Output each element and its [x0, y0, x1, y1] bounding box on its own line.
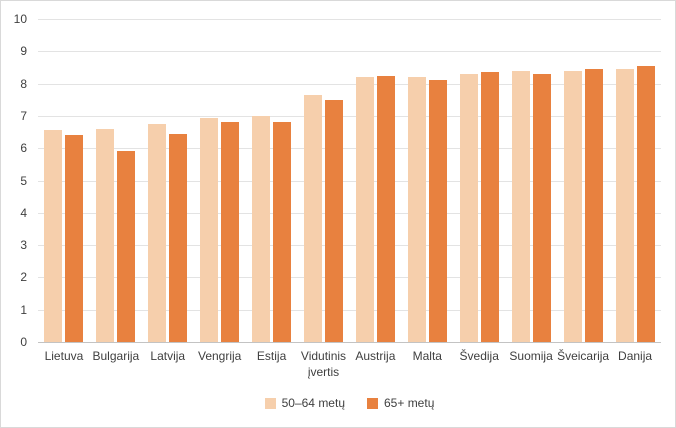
bar-group — [453, 19, 505, 342]
bar-group — [246, 19, 298, 342]
bar-series2 — [532, 73, 551, 342]
bar-series1 — [563, 70, 582, 342]
x-axis-label: Bulgarija — [92, 349, 140, 363]
gridline — [38, 212, 661, 214]
x-axis-label: Danija — [618, 349, 653, 363]
legend-label: 65+ metų — [384, 396, 435, 410]
bar-series1 — [407, 77, 426, 342]
legend-item: 50–64 metų — [264, 396, 345, 410]
bar-series1 — [252, 115, 271, 342]
plot-area — [38, 19, 661, 343]
y-tick-label: 1 — [20, 302, 27, 317]
gridline — [38, 83, 661, 85]
bar-series2 — [325, 99, 344, 342]
bar-series2 — [221, 122, 240, 342]
bar-series1 — [459, 73, 478, 342]
y-tick-label: 0 — [20, 335, 27, 349]
bar-series1 — [148, 123, 167, 342]
gridlines — [38, 19, 661, 342]
bar-series2 — [376, 75, 395, 342]
bar-series1 — [304, 94, 323, 342]
x-axis-label: Estija — [256, 349, 287, 363]
bar-series1 — [355, 77, 374, 342]
x-axis-label: Vengrija — [197, 349, 242, 363]
bar-group — [90, 19, 142, 342]
y-tick-label: 3 — [20, 238, 27, 253]
y-tick-label: 6 — [20, 141, 27, 156]
bar-series1 — [44, 130, 63, 342]
y-tick-label: 9 — [20, 44, 27, 59]
bar-series2 — [584, 69, 603, 342]
bar-series2 — [65, 135, 84, 342]
legend-swatch-icon — [264, 397, 276, 409]
x-axis-label: Suomija — [509, 349, 553, 363]
y-tick-label: 8 — [20, 76, 27, 91]
gridline — [38, 245, 661, 247]
bar-series2 — [480, 72, 499, 342]
bar-series2 — [117, 151, 136, 342]
bar-group — [194, 19, 246, 342]
y-tick-label: 10 — [13, 12, 27, 26]
y-tick-label: 5 — [20, 173, 27, 188]
bar-group — [350, 19, 402, 342]
bar-series1 — [200, 117, 219, 342]
x-axis-label: Latvija — [150, 349, 186, 363]
bar-group — [142, 19, 194, 342]
bar-group — [298, 19, 350, 342]
legend-label: 50–64 metų — [281, 396, 345, 410]
x-axis-label: Šveicarija — [557, 349, 610, 363]
bar-group — [609, 19, 661, 342]
y-tick-label: 2 — [20, 270, 27, 285]
x-axis-label: Švedija — [459, 349, 499, 363]
bar-series2 — [169, 133, 188, 342]
gridline — [38, 51, 661, 53]
bar-series1 — [615, 69, 634, 342]
y-tick-label: 4 — [20, 205, 27, 220]
gridline — [38, 180, 661, 182]
bar-series2 — [273, 122, 292, 342]
gridline — [38, 19, 661, 20]
bar-series1 — [511, 70, 530, 342]
gridline — [38, 277, 661, 279]
bar-group — [38, 19, 90, 342]
bar-groups — [38, 19, 661, 342]
gridline — [38, 309, 661, 311]
legend: 50–64 metų 65+ metų — [38, 396, 661, 410]
gridline — [38, 148, 661, 150]
bar-series2 — [636, 65, 655, 342]
y-axis: 0 1 2 3 4 5 6 7 8 9 10 — [1, 12, 29, 349]
legend-swatch-icon — [367, 397, 378, 409]
x-axis-label: Vidutinis įvertis — [300, 349, 347, 379]
bar-group — [557, 19, 609, 342]
bar-series2 — [428, 80, 447, 342]
legend-item: 65+ metų — [367, 396, 434, 410]
x-axis-label: Lietuva — [44, 349, 84, 363]
x-axis-label: Austrija — [355, 349, 396, 363]
bar-series1 — [96, 128, 115, 342]
x-axis-labels: Lietuva Bulgarija Latvija Vengrija Estija Vid… — [38, 349, 661, 380]
bar-group — [505, 19, 557, 342]
x-axis-label: Malta — [412, 349, 442, 363]
bar-group — [401, 19, 453, 342]
y-tick-label: 7 — [20, 108, 27, 123]
gridline — [38, 115, 661, 117]
